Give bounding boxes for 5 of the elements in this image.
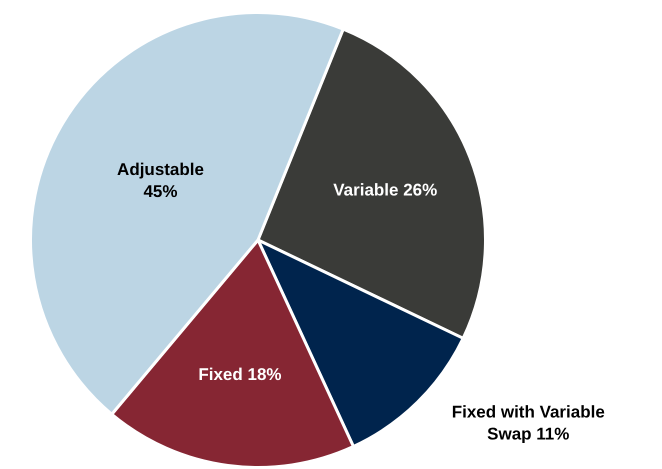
slice-label: Adjustable	[117, 160, 204, 180]
slice-label: Variable 26%	[333, 180, 438, 200]
slice-label: Fixed 18%	[198, 364, 282, 384]
data-label: 45%	[143, 182, 178, 202]
slice-label: Fixed with Variable Swap 11%	[452, 402, 605, 444]
